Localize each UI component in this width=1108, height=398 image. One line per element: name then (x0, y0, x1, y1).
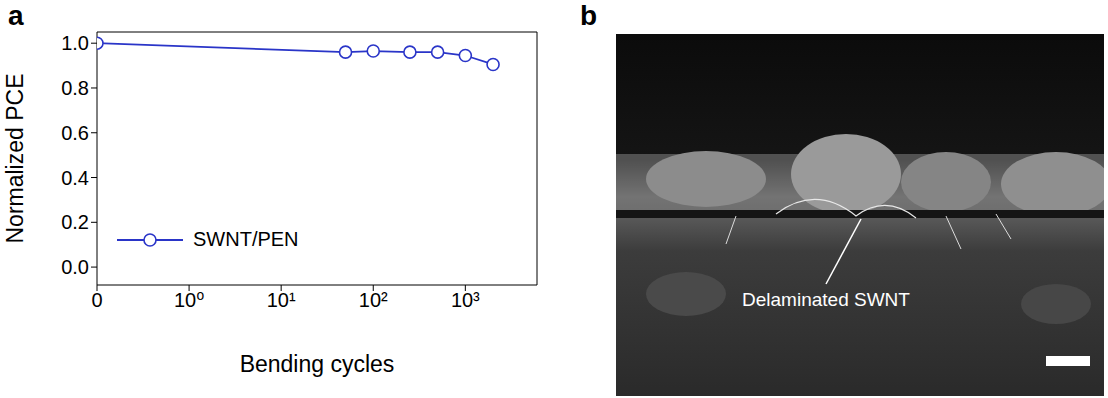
svg-text:10²: 10² (359, 289, 388, 311)
svg-text:Bending cycles: Bending cycles (240, 351, 395, 377)
html-text:a: a (8, 0, 24, 31)
html-text:SWNT/PEN: SWNT/PEN (193, 228, 299, 250)
html-text:b: b (580, 0, 598, 31)
svg-text:10³: 10³ (451, 289, 480, 311)
svg-text:0.0: 0.0 (61, 256, 89, 278)
svg-text:1.0: 1.0 (61, 32, 89, 54)
svg-text:0.4: 0.4 (61, 167, 89, 189)
svg-text:10⁰: 10⁰ (174, 289, 204, 311)
svg-text:0.2: 0.2 (61, 211, 89, 233)
svg-text:0.6: 0.6 (61, 122, 89, 144)
svg-text:0.8: 0.8 (61, 77, 89, 99)
svg-text:Delaminated SWNT: Delaminated SWNT (742, 289, 910, 310)
svg-text:Normalized PCE: Normalized PCE (2, 74, 28, 244)
svg-text:10¹: 10¹ (267, 289, 296, 311)
svg-text:0: 0 (91, 289, 102, 311)
